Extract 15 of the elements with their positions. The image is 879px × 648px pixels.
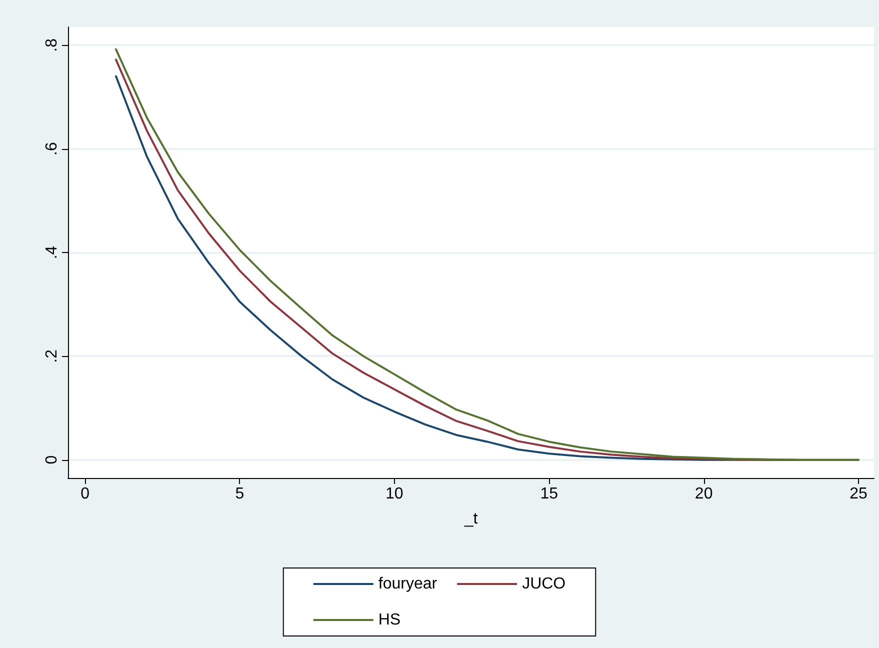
x-tick-label: 5 [235, 486, 244, 502]
legend-label: fouryear [378, 576, 438, 592]
y-tick-label: 0 [44, 455, 60, 464]
x-tick-label: 15 [540, 486, 558, 502]
x-tick-label: 25 [850, 486, 868, 502]
y-tick-label: .6 [44, 142, 60, 156]
x-tick-label: 10 [386, 486, 404, 502]
legend-label: JUCO [522, 576, 566, 592]
legend-label: HS [378, 612, 401, 628]
x-axis-title: _t [463, 510, 478, 528]
x-tick-label: 20 [694, 486, 713, 502]
x-tick-label: 0 [80, 486, 90, 502]
y-tick-label: .2 [44, 349, 60, 363]
y-tick-label: .8 [44, 38, 60, 52]
y-tick-label: .4 [44, 246, 60, 260]
